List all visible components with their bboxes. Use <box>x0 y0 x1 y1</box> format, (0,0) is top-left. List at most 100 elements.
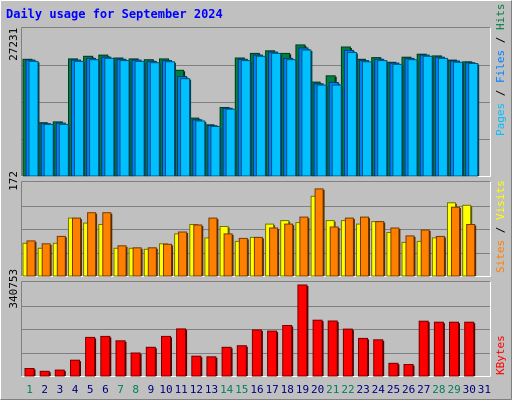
bar-sites-day-27 <box>420 229 430 277</box>
legend-top: Pages / Files / Hits <box>494 4 507 137</box>
bar-sites-day-5 <box>87 212 97 277</box>
bar-kbytes-day-7 <box>115 340 126 377</box>
bar-pages-day-4 <box>74 60 84 177</box>
bar-shadow <box>356 53 358 176</box>
bar-pages-day-2 <box>43 123 54 177</box>
bar-kbytes-day-20 <box>312 319 323 377</box>
panel-visits-sites: 172 <box>7 171 491 277</box>
bar-shadow <box>204 122 207 176</box>
bar-shadow <box>185 329 188 376</box>
bar-shadow <box>110 213 113 276</box>
bar-pages-day-17 <box>271 52 282 177</box>
x-tick-label-day-18: 18 <box>281 383 294 396</box>
bar-pages-day-13 <box>210 126 221 177</box>
legends: Pages / Files / Hits Sites / Visits KBytes <box>494 4 507 376</box>
bar-sites-day-18 <box>284 223 294 277</box>
bar-kbytes-day-10 <box>161 335 171 377</box>
bar-sites-day-7 <box>117 245 127 277</box>
bar-shadow <box>250 61 252 176</box>
x-tick-label-day-24: 24 <box>372 383 386 396</box>
bar-kbytes-day-23 <box>358 337 368 377</box>
bar-kbytes-day-2 <box>39 370 50 377</box>
bar-shadow <box>277 229 280 276</box>
bar-sites-day-26 <box>405 235 415 277</box>
bar-sites-day-14 <box>223 233 233 277</box>
bar-shadow <box>265 57 267 176</box>
bar-kbytes-day-11 <box>176 328 187 377</box>
x-tick-label-day-31: 31 <box>478 383 491 396</box>
bar-shadow <box>262 238 264 276</box>
x-tick-label-day-1: 1 <box>26 383 33 396</box>
y-tick-label: 172 <box>7 171 20 191</box>
bar-shadow <box>261 330 263 376</box>
day-labels: 1 2 3 4 5 6 7 8 9 10 11 12 13 14 15 16 17 18 19 20 21 22 23 24 2… <box>26 383 491 396</box>
bar-sites-day-13 <box>208 217 218 277</box>
bar-pages-day-26 <box>407 59 418 177</box>
bar-shadow <box>35 241 37 276</box>
bar-shadow <box>368 218 370 276</box>
bar-sites-day-1 <box>26 240 36 277</box>
bar-sites-day-20 <box>314 188 324 277</box>
x-tick-label-day-19: 19 <box>296 383 309 396</box>
bar-sites-day-28 <box>435 235 445 277</box>
bar-shadow <box>323 189 325 276</box>
bar-shadow <box>174 62 176 176</box>
bar-shadow <box>307 218 310 276</box>
bar-kbytes-day-4 <box>70 359 80 377</box>
bar-shadow <box>444 237 446 276</box>
bar-sites-day-12 <box>193 224 203 277</box>
x-tick-label-day-23: 23 <box>356 383 369 396</box>
bar-shadow <box>428 322 430 376</box>
bar-shadow <box>65 237 67 276</box>
bar-kbytes-day-24 <box>373 339 384 377</box>
legend-entry-files: Files <box>494 50 507 83</box>
bar-shadow <box>280 54 283 176</box>
bar-shadow <box>113 59 116 176</box>
bar-shadow <box>352 330 354 376</box>
bar-shadow <box>79 361 81 376</box>
bar-shadow <box>53 125 55 176</box>
x-tick-label-day-6: 6 <box>102 383 109 396</box>
bar-kbytes-day-8 <box>130 352 141 377</box>
bar-kbytes-day-6 <box>100 335 111 377</box>
bar-sites-day-11 <box>178 231 188 277</box>
bar-shadow <box>141 248 143 276</box>
bar-shadow <box>322 321 324 376</box>
bar-shadow <box>367 339 369 376</box>
bar-shadow <box>353 219 355 276</box>
bar-pages-day-10 <box>165 61 175 177</box>
bar-sites-day-2 <box>41 243 51 277</box>
bar-pages-day-15 <box>240 60 251 177</box>
bar-pages-day-24 <box>377 60 388 177</box>
bar-shadow <box>231 348 233 376</box>
bar-pages-day-22 <box>346 52 357 177</box>
bar-kbytes-day-13 <box>206 356 217 377</box>
bar-shadow <box>80 219 82 276</box>
bar-shadow <box>386 61 389 176</box>
bar-shadow <box>474 225 477 276</box>
bar-kbytes-day-26 <box>403 364 414 377</box>
bar-kbytes-day-29 <box>449 321 459 377</box>
bar-shadow <box>215 357 218 376</box>
bar-shadow <box>170 337 172 376</box>
bar-kbytes-day-30 <box>464 321 475 377</box>
bar-pages-day-14 <box>225 108 236 177</box>
bar-pages-day-19 <box>301 49 312 177</box>
bar-kbytes-day-15 <box>236 345 247 377</box>
bar-shadow <box>447 59 449 176</box>
legend-separator: / <box>494 83 507 103</box>
bar-kbytes-day-14 <box>221 346 232 377</box>
legend-bottom: KBytes <box>494 335 507 375</box>
bar-pages-day-6 <box>104 57 115 177</box>
bar-pages-day-28 <box>437 57 448 177</box>
bar-sites-day-23 <box>360 216 369 277</box>
bar-kbytes-day-5 <box>85 336 96 377</box>
x-tick-label-day-3: 3 <box>57 383 64 396</box>
bar-shadow <box>201 226 204 276</box>
bar-sites-day-4 <box>72 217 81 277</box>
bar-shadow <box>397 364 400 376</box>
x-tick-label-day-10: 10 <box>159 383 172 396</box>
bar-pages-day-1 <box>28 60 39 177</box>
x-tick-label-day-4: 4 <box>72 383 79 396</box>
